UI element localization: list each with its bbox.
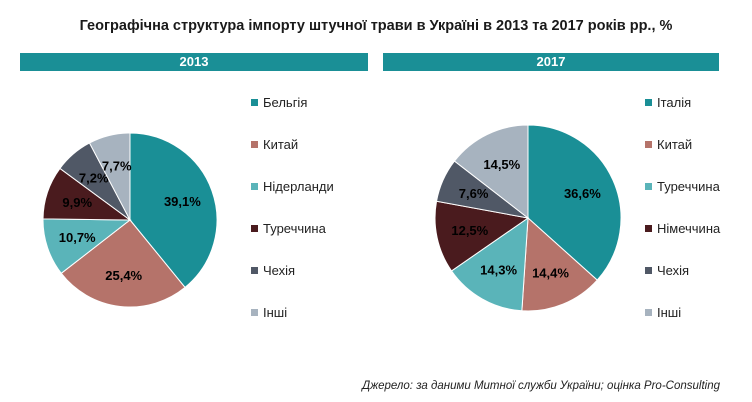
legend-swatch <box>251 183 258 190</box>
source-note: Джерело: за даними Митної служби України… <box>362 380 720 392</box>
pie-slice <box>521 216 598 312</box>
legend-label: Китай <box>657 137 693 152</box>
slice-data-label: 25,4% <box>105 268 142 283</box>
legend-label: Китай <box>263 137 299 152</box>
slice-data-label: 7,6% <box>459 186 489 201</box>
legend-swatch <box>251 141 258 148</box>
pie-slice <box>129 132 218 289</box>
legend-label: Бельгія <box>263 95 308 110</box>
slice-data-label: 12,5% <box>451 223 488 238</box>
year-header-2017: 2017 <box>383 53 719 71</box>
legend-label: Італія <box>657 95 692 110</box>
legend-swatch <box>251 99 258 106</box>
pie-slice <box>434 200 530 272</box>
legend-swatch <box>251 225 258 232</box>
legend-swatch <box>645 141 652 148</box>
pie-slice <box>450 216 529 312</box>
legend-swatch <box>645 267 652 274</box>
slice-data-label: 7,2% <box>79 170 109 185</box>
legend-label: Інші <box>263 305 288 320</box>
legend-swatch <box>251 309 258 316</box>
slice-data-label: 9,9% <box>62 195 92 210</box>
legend-label: Туреччина <box>263 221 326 236</box>
legend-swatch <box>645 183 652 190</box>
slice-data-label: 10,7% <box>59 230 96 245</box>
pie-slice <box>60 219 186 308</box>
legend-label: Туреччина <box>657 179 720 194</box>
slice-data-label: 39,1% <box>164 194 201 209</box>
legend-label: Інші <box>657 305 682 320</box>
legend-2017: Італія Китай Туреччина Німеччина Чехія Інші <box>645 95 752 335</box>
slice-data-label: 14,3% <box>480 262 517 277</box>
legend-swatch <box>645 309 652 316</box>
slice-data-label: 14,5% <box>483 157 520 172</box>
legend-label: Німеччина <box>657 221 721 236</box>
slice-data-label: 14,4% <box>532 266 569 281</box>
legend-2013: Бельгія Китай Нідерланди Туреччина Чехія Інші <box>251 95 371 335</box>
year-header-2013: 2013 <box>20 53 368 71</box>
legend-label: Чехія <box>263 263 296 278</box>
legend-swatch <box>251 267 258 274</box>
legend-swatch <box>645 225 652 232</box>
slice-data-label: 36,6% <box>564 186 601 201</box>
legend-label: Нідерланди <box>263 179 334 194</box>
pie-slice <box>453 124 529 220</box>
pie-slice <box>527 124 622 281</box>
chart-title: Географічна структура імпорту штучної тр… <box>79 18 673 34</box>
legend-label: Чехія <box>657 263 690 278</box>
legend-swatch <box>645 99 652 106</box>
pie-slice <box>88 132 131 221</box>
slice-data-label: 7,7% <box>102 158 132 173</box>
